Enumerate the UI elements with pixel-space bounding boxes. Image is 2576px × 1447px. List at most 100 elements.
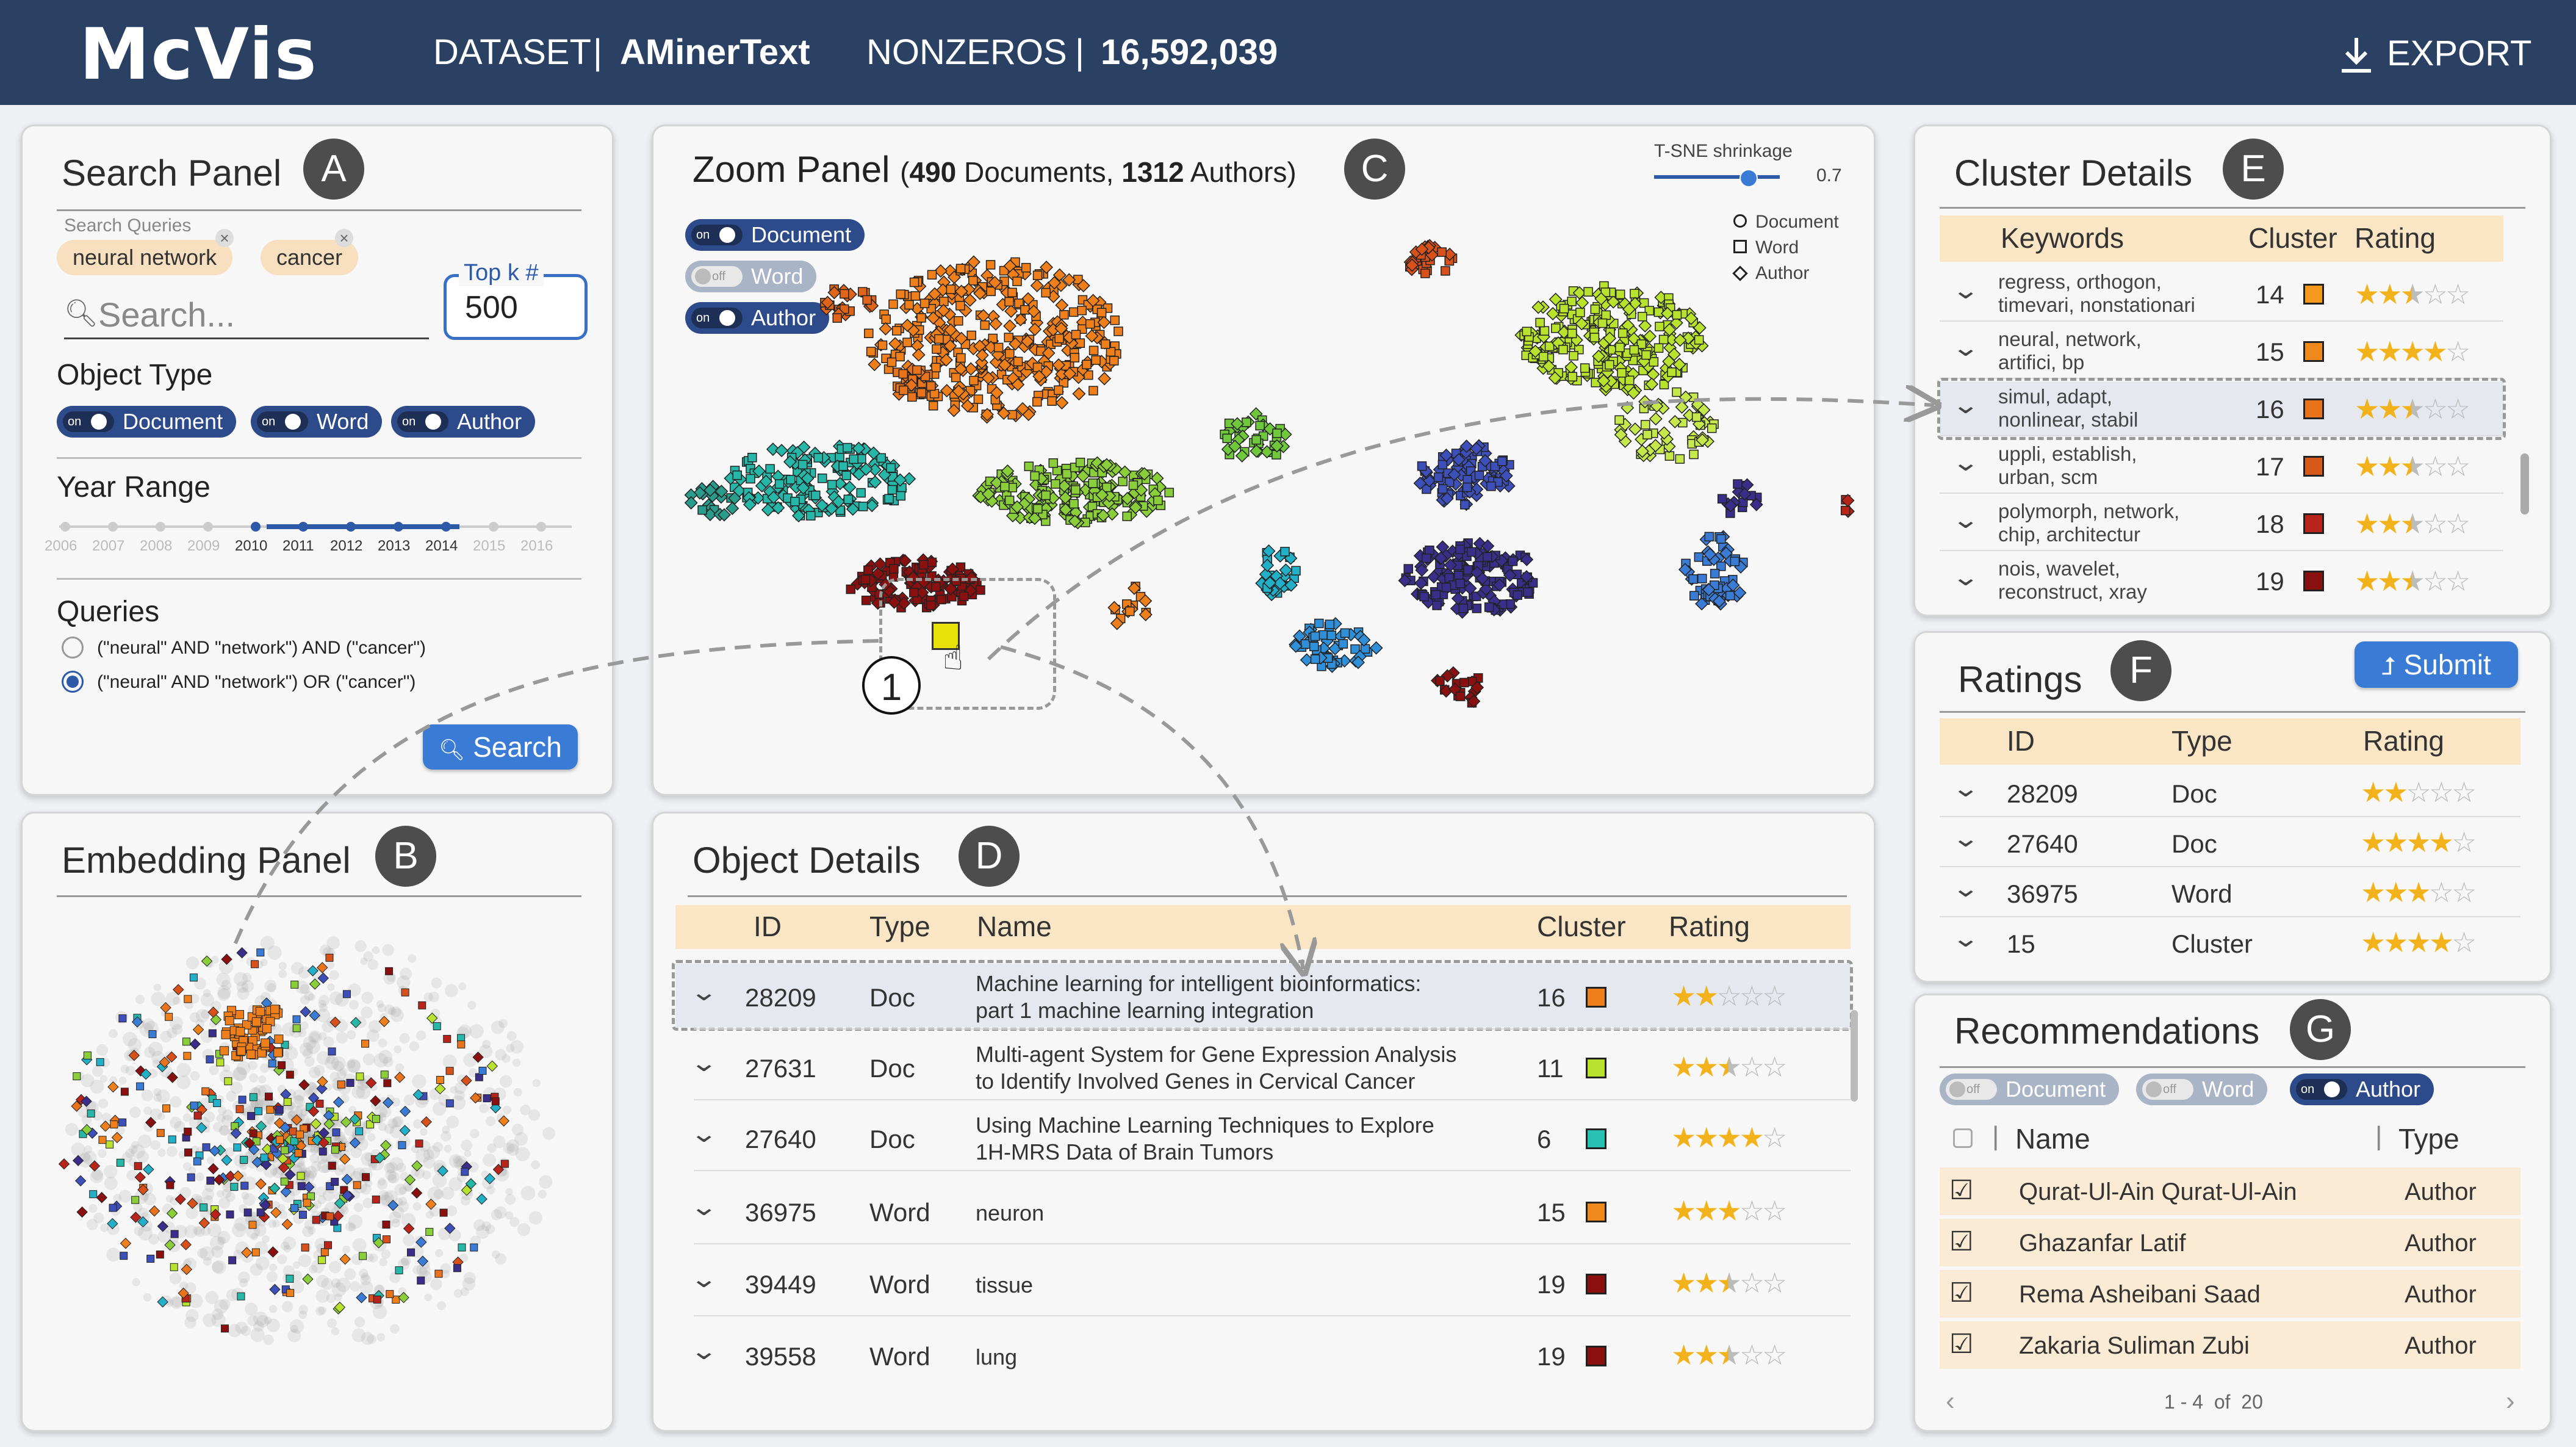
embedding-point[interactable] — [457, 1040, 466, 1048]
embedding-point[interactable] — [73, 1072, 81, 1081]
scrollbar[interactable] — [2520, 453, 2529, 514]
author-point[interactable] — [954, 284, 968, 298]
author-point[interactable] — [1040, 261, 1053, 274]
embedding-point[interactable] — [201, 955, 213, 967]
embedding-point[interactable] — [411, 1160, 423, 1172]
embedding-point[interactable] — [207, 1163, 219, 1175]
embedding-point[interactable] — [183, 1052, 192, 1060]
checkbox-checked-icon[interactable]: ☑ — [1949, 1278, 1974, 1308]
embedding-point[interactable] — [394, 1072, 406, 1083]
toggle-document[interactable]: off Document — [1940, 1074, 2120, 1105]
embedding-point[interactable] — [87, 1110, 95, 1118]
document-point[interactable] — [891, 326, 902, 336]
document-point[interactable] — [1472, 604, 1482, 613]
document-point[interactable] — [1455, 544, 1465, 555]
author-point[interactable] — [910, 339, 924, 353]
document-point[interactable] — [1403, 564, 1413, 574]
document-point[interactable] — [861, 596, 871, 605]
author-point[interactable] — [960, 399, 974, 413]
embedding-point[interactable] — [237, 1292, 245, 1301]
author-point[interactable] — [868, 358, 882, 372]
document-point[interactable] — [1649, 357, 1659, 367]
toggle-word[interactable]: on Word — [251, 406, 383, 438]
document-point[interactable] — [1251, 435, 1261, 445]
embedding-point[interactable] — [297, 1182, 306, 1191]
document-point[interactable] — [1417, 461, 1427, 471]
document-point[interactable] — [973, 394, 984, 404]
embedding-point[interactable] — [309, 1009, 320, 1022]
embedding-point[interactable] — [318, 1127, 330, 1139]
author-point[interactable] — [1086, 294, 1100, 308]
embedding-point[interactable] — [168, 1135, 176, 1144]
document-point[interactable] — [986, 286, 996, 297]
author-point[interactable] — [775, 444, 789, 458]
chevron-down-icon[interactable]: ⌄ — [689, 1266, 719, 1293]
author-point[interactable] — [1621, 319, 1635, 333]
embedding-point[interactable] — [342, 990, 351, 998]
embedding-point[interactable] — [81, 1124, 93, 1136]
remove-chip-icon[interactable]: × — [335, 229, 353, 247]
embedding-point[interactable] — [236, 1046, 246, 1056]
embedding-point[interactable] — [164, 1239, 176, 1251]
embedding-point[interactable] — [303, 1199, 311, 1207]
embedding-point[interactable] — [437, 1165, 448, 1177]
embedding-point[interactable] — [120, 1252, 128, 1260]
embedding-point[interactable] — [320, 1248, 329, 1257]
year-tick[interactable] — [489, 522, 498, 532]
embedding-point[interactable] — [110, 1120, 118, 1128]
embedding-point[interactable] — [317, 962, 328, 973]
author-point[interactable] — [1032, 369, 1046, 383]
embedding-point[interactable] — [407, 1248, 416, 1257]
checkbox-checked-icon[interactable]: ☑ — [1949, 1329, 1974, 1359]
author-point[interactable] — [1062, 273, 1076, 287]
embedding-point[interactable] — [312, 1216, 320, 1224]
document-point[interactable] — [1360, 644, 1370, 654]
checkbox-checked-icon[interactable]: ☑ — [1949, 1175, 1974, 1205]
embedding-point[interactable] — [273, 1048, 283, 1058]
embedding-point[interactable] — [290, 980, 299, 989]
embedding-point[interactable] — [174, 1193, 186, 1205]
document-point[interactable] — [1030, 471, 1040, 481]
star-rating[interactable]: ★★★☆☆ — [2355, 565, 2470, 597]
author-point[interactable] — [998, 358, 1012, 372]
embedding-point[interactable] — [286, 1070, 294, 1079]
document-point[interactable] — [1059, 309, 1069, 320]
document-point[interactable] — [931, 363, 941, 373]
author-point[interactable] — [954, 362, 968, 376]
document-point[interactable] — [1597, 318, 1608, 328]
embedding-point[interactable] — [278, 1161, 290, 1174]
embedding-point[interactable] — [74, 1175, 87, 1187]
document-point[interactable] — [902, 337, 912, 347]
document-point[interactable] — [1032, 363, 1043, 372]
embedding-point[interactable] — [170, 1230, 179, 1238]
embedding-point[interactable] — [189, 1038, 201, 1050]
embedding-point[interactable] — [120, 1238, 132, 1249]
document-point[interactable] — [1642, 430, 1652, 439]
document-point[interactable] — [786, 475, 796, 485]
chevron-down-icon[interactable]: ⌄ — [689, 1194, 719, 1221]
embedding-point[interactable] — [162, 1104, 171, 1113]
embedding-point[interactable] — [106, 1140, 114, 1149]
embedding-point[interactable] — [156, 1250, 164, 1259]
document-point[interactable] — [1054, 385, 1063, 395]
embedding-point[interactable] — [298, 1210, 307, 1219]
embedding-point[interactable] — [361, 1039, 370, 1048]
embedding-point[interactable] — [262, 1143, 273, 1155]
embedding-point[interactable] — [111, 1131, 123, 1144]
document-point[interactable] — [1453, 571, 1464, 580]
embedding-point[interactable] — [275, 1105, 284, 1114]
query-radio[interactable] — [62, 637, 84, 659]
document-point[interactable] — [841, 471, 852, 480]
embedding-point[interactable] — [378, 1016, 390, 1027]
document-point[interactable] — [934, 334, 944, 344]
embedding-point[interactable] — [140, 1068, 152, 1080]
document-point[interactable] — [1658, 334, 1669, 345]
embedding-point[interactable] — [224, 1077, 232, 1086]
toggle-word[interactable]: off Word — [2136, 1074, 2268, 1105]
embedding-point[interactable] — [209, 1145, 221, 1157]
embedding-point[interactable] — [349, 1113, 361, 1125]
toggle-author[interactable]: on Author — [685, 302, 830, 334]
embedding-point[interactable] — [323, 1118, 335, 1130]
document-point[interactable] — [1164, 488, 1174, 497]
embedding-point[interactable] — [260, 1153, 268, 1162]
